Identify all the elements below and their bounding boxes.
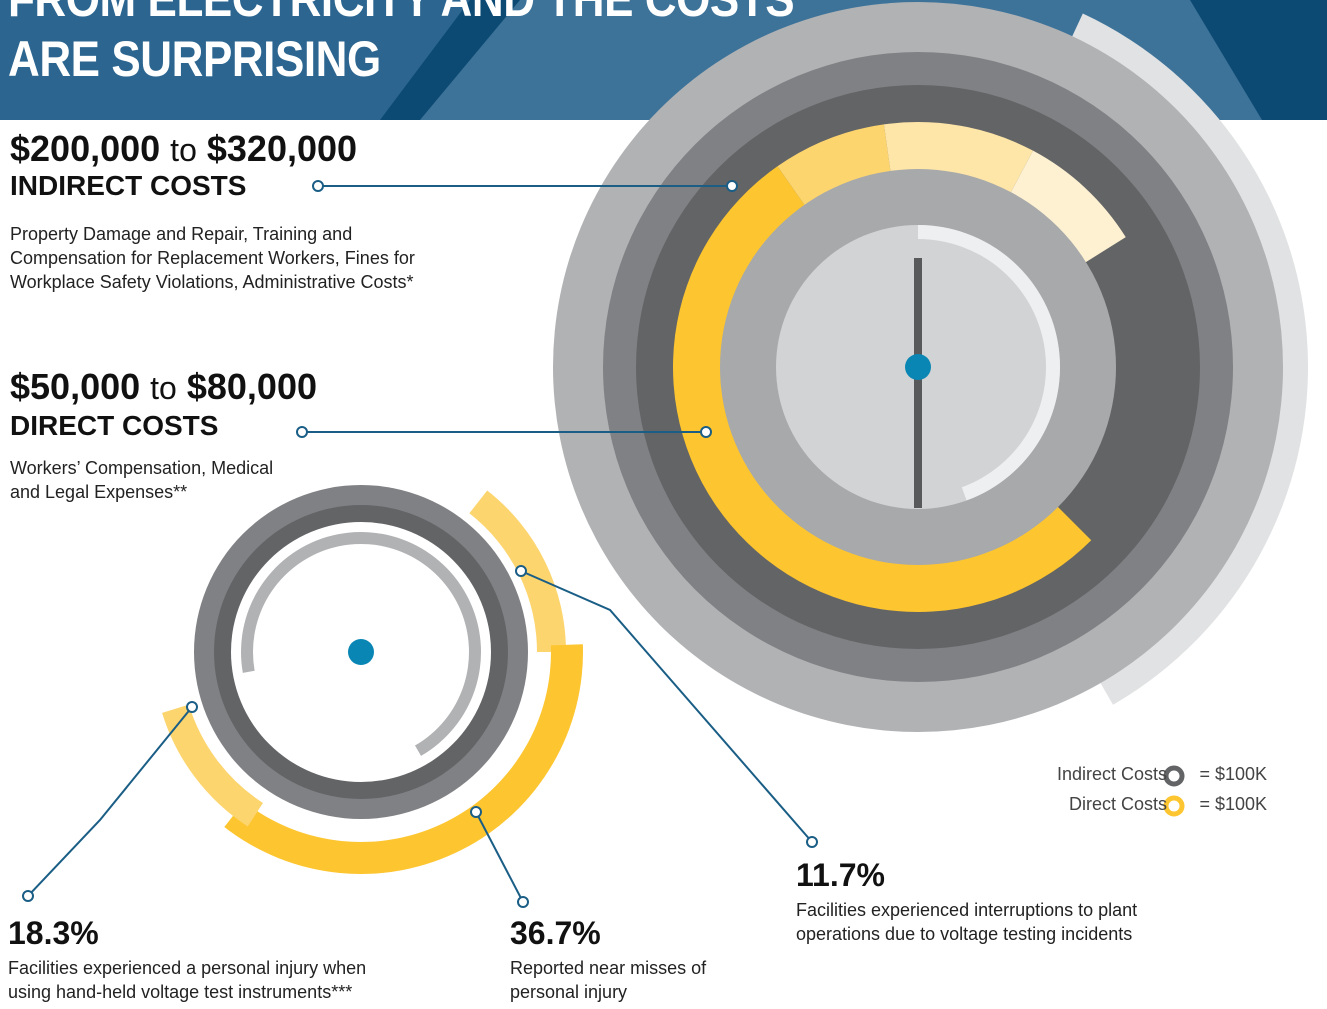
stat-value: 36.7%: [510, 915, 601, 952]
stat-text: Facilities experienced a personal injury…: [8, 956, 366, 1004]
legend-value: = $100K: [1199, 794, 1267, 815]
description: Property Damage and Repair, Training and…: [10, 222, 415, 294]
legend-label: Direct Costs: [1069, 794, 1167, 815]
title-line: FROM ELECTRICITY AND THE COSTS: [8, 0, 794, 28]
stat-value: 11.7%: [796, 857, 885, 894]
title-line: ARE SURPRISING: [8, 30, 381, 88]
legend-value: = $100K: [1199, 764, 1267, 785]
range: $200,000 to $320,000: [10, 128, 357, 170]
line: Facilities experienced interruptions to …: [796, 898, 1137, 922]
shape: [914, 258, 922, 508]
line: and Legal Expenses**: [10, 480, 273, 504]
low: $50,000: [10, 366, 140, 407]
line: Facilities experienced a personal injury…: [8, 956, 366, 980]
stat-text: Facilities experienced interruptions to …: [796, 898, 1137, 946]
connector: to: [170, 132, 197, 168]
line: Workplace Safety Violations, Administrat…: [10, 270, 415, 294]
high: $320,000: [207, 128, 357, 169]
line: operations due to voltage testing incide…: [796, 922, 1137, 946]
line: Reported near misses of: [510, 956, 706, 980]
legend-icon: [1166, 798, 1182, 814]
high: $80,000: [187, 366, 317, 407]
shape: [905, 354, 931, 380]
connector: to: [150, 370, 177, 406]
label: INDIRECT COSTS: [10, 170, 246, 202]
page: {"header": {"title_lines": ["FROM ELECTR…: [0, 0, 1327, 1009]
line: Workers’ Compensation, Medical: [10, 456, 273, 480]
shape: [348, 639, 374, 665]
legend-label: Indirect Costs: [1057, 764, 1167, 785]
range: $50,000 to $80,000: [10, 366, 317, 408]
line: Compensation for Replacement Workers, Fi…: [10, 246, 415, 270]
line: personal injury: [510, 980, 706, 1004]
legend-icon: [1166, 768, 1182, 784]
low: $200,000: [10, 128, 160, 169]
line: Property Damage and Repair, Training and: [10, 222, 415, 246]
stat-value: 18.3%: [8, 915, 99, 952]
line: using hand-held voltage test instruments…: [8, 980, 366, 1004]
label: DIRECT COSTS: [10, 410, 218, 442]
